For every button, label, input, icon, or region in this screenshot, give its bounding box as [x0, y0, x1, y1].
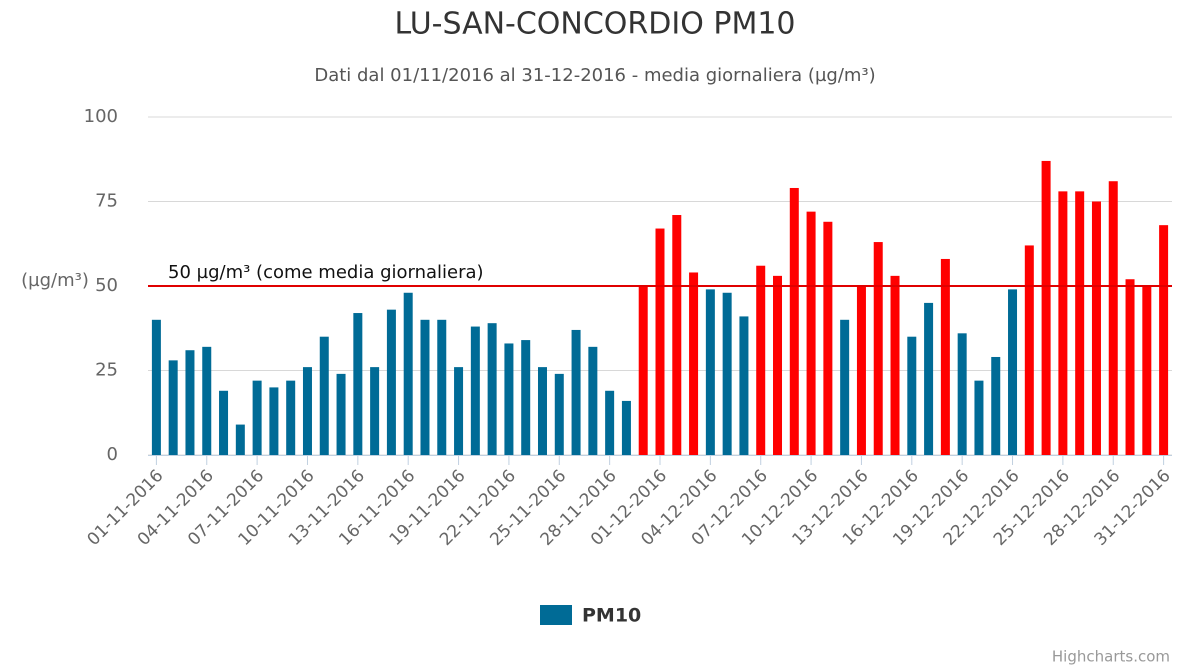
- bar: [168, 360, 178, 455]
- bar: [890, 275, 900, 455]
- bar: [773, 275, 783, 455]
- bar: [1125, 279, 1135, 455]
- y-tick-label: 100: [84, 106, 118, 127]
- bar: [1058, 191, 1068, 456]
- bar: [823, 221, 833, 455]
- bar: [219, 390, 229, 455]
- bar: [655, 228, 665, 455]
- bar: [789, 187, 799, 456]
- y-axis-title: (µg/m³): [21, 270, 89, 291]
- bar: [504, 343, 514, 455]
- bar: [437, 319, 447, 455]
- bar: [353, 313, 363, 455]
- bar: [1159, 225, 1169, 455]
- bar: [235, 424, 245, 455]
- bar: [269, 387, 279, 455]
- plot-line-label: 50 µg/m³ (come media giornaliera): [168, 262, 484, 283]
- bar: [252, 380, 262, 455]
- bar: [672, 215, 682, 455]
- y-tick-label: 75: [95, 191, 118, 212]
- bar: [1108, 181, 1118, 455]
- bar: [487, 323, 497, 455]
- bar: [370, 367, 380, 455]
- bar: [1142, 286, 1152, 455]
- bar: [537, 367, 547, 455]
- bar: [621, 400, 631, 455]
- credits: Highcharts.com: [1052, 648, 1170, 666]
- bar: [924, 302, 934, 455]
- bar: [1008, 289, 1018, 455]
- bar: [420, 319, 430, 455]
- bar: [302, 367, 312, 455]
- bar: [974, 380, 984, 455]
- bar: [722, 292, 732, 455]
- bar: [1091, 201, 1101, 455]
- bar: [840, 319, 850, 455]
- bar: [991, 356, 1001, 455]
- bar: [151, 319, 161, 455]
- bar: [907, 336, 917, 455]
- bar: [286, 380, 296, 455]
- bar: [319, 336, 329, 455]
- chart-subtitle: Dati dal 01/11/2016 al 31-12-2016 - medi…: [314, 65, 875, 86]
- bar: [185, 350, 195, 455]
- bar: [739, 316, 749, 455]
- legend-label: PM10: [582, 605, 641, 627]
- bar: [689, 272, 699, 455]
- bar: [756, 265, 766, 455]
- y-tick-label: 25: [95, 360, 118, 381]
- bar: [806, 211, 816, 455]
- bar: [605, 390, 615, 455]
- bar: [454, 367, 464, 455]
- y-tick-label: 50: [95, 275, 118, 296]
- bar: [638, 286, 648, 455]
- bar: [554, 373, 564, 455]
- y-tick-label: 0: [107, 444, 118, 465]
- bar: [856, 286, 866, 455]
- bar: [705, 289, 715, 455]
- bar: [403, 292, 413, 455]
- bar: [470, 326, 480, 455]
- bar: [873, 242, 883, 455]
- bar: [336, 373, 346, 455]
- bar: [1024, 245, 1034, 455]
- bar: [386, 309, 396, 455]
- legend-swatch: [540, 605, 572, 625]
- chart-title: LU-SAN-CONCORDIO PM10: [394, 7, 795, 42]
- bar: [202, 346, 212, 455]
- bar: [940, 258, 950, 455]
- bar: [957, 333, 967, 455]
- bar: [588, 346, 598, 455]
- bar: [1041, 160, 1051, 455]
- bar: [521, 340, 531, 455]
- bar: [571, 329, 581, 455]
- bar: [1075, 191, 1085, 456]
